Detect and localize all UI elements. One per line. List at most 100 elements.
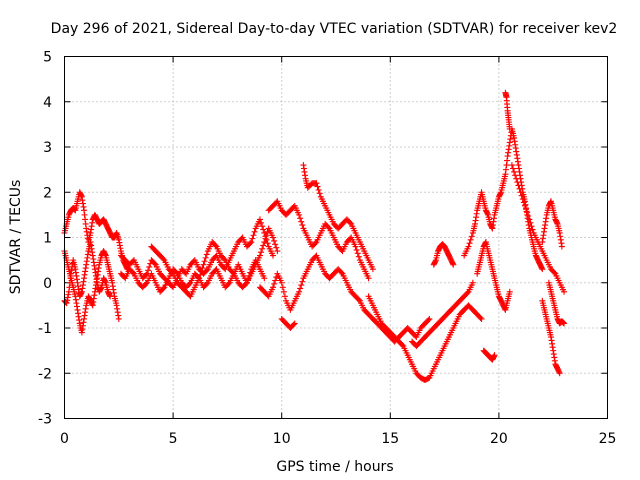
data-point	[261, 275, 268, 282]
data-point	[425, 317, 432, 324]
x-tick-label: 15	[381, 431, 399, 447]
x-tick-label: 25	[599, 431, 617, 447]
data-point	[518, 192, 525, 199]
data-point	[298, 282, 305, 289]
data-point	[251, 228, 258, 235]
plot-frame	[64, 56, 608, 419]
series-arc-m	[430, 241, 457, 268]
data-point	[260, 226, 267, 233]
data-point	[250, 232, 257, 239]
data-point	[115, 315, 122, 322]
data-point	[272, 277, 279, 284]
data-point	[221, 255, 228, 262]
data-point	[249, 235, 256, 242]
data-point	[369, 266, 376, 273]
y-tick-label: 0	[43, 276, 52, 292]
data-point	[247, 240, 254, 247]
y-axis-label: SDTVAR / TECUs	[8, 180, 24, 295]
data-point	[160, 255, 167, 262]
data-point	[248, 239, 255, 246]
data-point	[297, 215, 304, 222]
data-point	[467, 236, 474, 243]
data-point	[355, 296, 362, 303]
data-point	[316, 190, 323, 197]
series-arc-p	[480, 347, 498, 363]
data-point	[506, 288, 513, 295]
data-point	[270, 234, 277, 241]
series-arc-g	[265, 198, 372, 282]
y-tick-label: 5	[43, 50, 52, 66]
data-point	[296, 211, 303, 218]
data-point	[353, 246, 360, 253]
data-point	[516, 185, 523, 192]
data-point	[478, 315, 485, 322]
data-point	[146, 263, 153, 270]
data-point	[528, 223, 535, 230]
series-arc-t	[539, 297, 563, 377]
data-point	[201, 258, 208, 265]
data-point	[515, 182, 522, 189]
data-point	[129, 269, 136, 276]
data-point	[517, 189, 524, 196]
data-point	[203, 267, 210, 274]
data-point	[259, 223, 266, 230]
x-tick-label: 5	[169, 431, 178, 447]
y-tick-label: 2	[43, 185, 52, 201]
data-point	[145, 267, 152, 274]
data-point	[464, 289, 471, 296]
data-point	[270, 252, 277, 259]
x-tick-label: 20	[490, 431, 508, 447]
x-tick-label: 10	[273, 431, 291, 447]
data-point	[529, 226, 536, 233]
data-point	[519, 196, 526, 203]
data-point	[203, 280, 210, 287]
data-point	[200, 261, 207, 268]
data-point	[151, 260, 158, 267]
data-point	[203, 251, 210, 258]
series-arc-a	[61, 189, 131, 273]
data-point	[523, 206, 530, 213]
data-point	[290, 321, 297, 328]
data-point	[273, 244, 280, 251]
series-arc-n	[461, 125, 546, 273]
data-points	[61, 89, 568, 384]
data-point	[260, 242, 267, 249]
tick-labels: 0 5 10 15 20 25 -3 -2 -1 0 1 2 3 4 5	[38, 50, 616, 448]
y-tick-label: 4	[43, 95, 52, 111]
data-point	[299, 222, 306, 229]
data-point	[314, 183, 321, 190]
data-point	[558, 243, 565, 250]
series-arc-u	[545, 279, 568, 327]
data-point	[297, 285, 304, 292]
x-tick-label: 0	[60, 431, 69, 447]
data-point	[278, 279, 285, 286]
series-arc-f	[148, 225, 281, 300]
data-point	[259, 245, 266, 252]
data-point	[491, 352, 498, 359]
data-point	[263, 232, 270, 239]
data-point	[521, 202, 528, 209]
data-point	[520, 199, 527, 206]
data-point	[513, 175, 520, 182]
chart-title: Day 296 of 2021, Sidereal Day-to-day VTE…	[51, 21, 618, 37]
data-point	[242, 280, 249, 287]
data-point	[107, 293, 114, 300]
series-arc-r	[508, 162, 568, 295]
data-point	[325, 224, 332, 231]
series-arc-k	[365, 293, 485, 384]
data-point	[399, 341, 406, 348]
data-point	[469, 279, 476, 286]
data-point	[291, 320, 298, 327]
series-arc-e	[117, 257, 268, 295]
x-axis-label: GPS time / hours	[276, 459, 393, 475]
data-point	[256, 252, 263, 259]
data-point	[202, 254, 209, 261]
data-point	[197, 271, 204, 278]
data-point	[298, 218, 305, 225]
grid	[64, 56, 608, 419]
data-point	[506, 125, 513, 132]
series-arc-l	[409, 279, 476, 350]
data-point	[315, 186, 322, 193]
data-point	[561, 288, 568, 295]
data-point	[524, 209, 531, 216]
